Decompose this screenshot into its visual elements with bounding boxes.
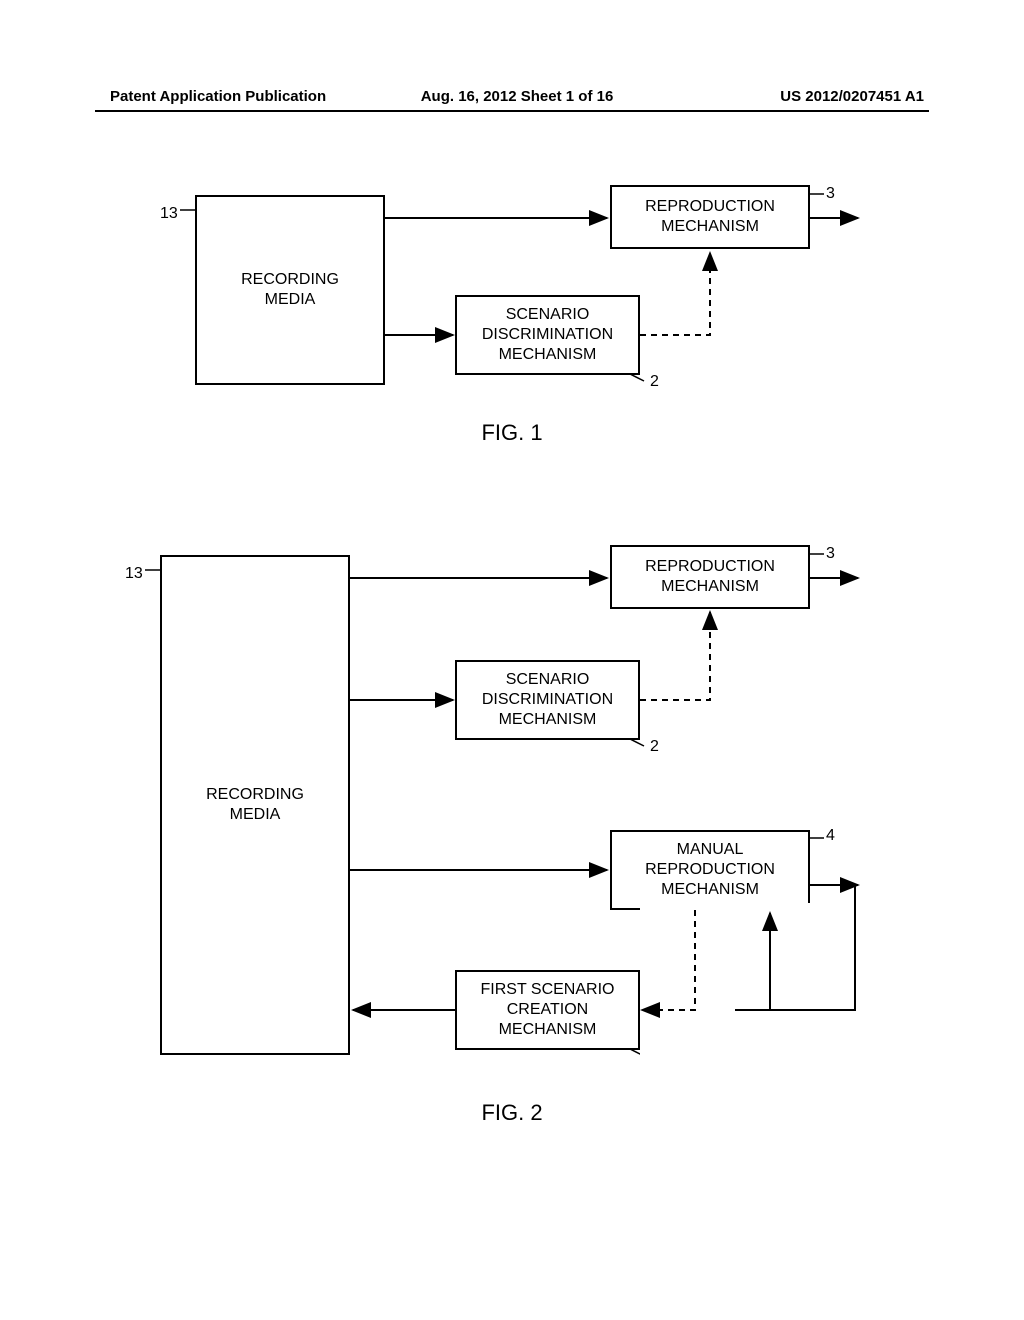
fig2-scenario-disc: SCENARIO DISCRIMINATION MECHANISM [455, 660, 640, 740]
header-center: Aug. 16, 2012 Sheet 1 of 16 [421, 88, 614, 105]
figure-2: RECORDING MEDIA 13 REPRODUCTION MECHANIS… [0, 545, 1024, 1165]
fig2-first-scenario: FIRST SCENARIO CREATION MECHANISM [455, 970, 640, 1050]
fig2-reproduction-ref: 3 [826, 545, 835, 563]
fig2-caption: FIG. 2 [481, 1100, 542, 1126]
fig2-recording-media: RECORDING MEDIA [160, 555, 350, 1055]
fig2-reproduction: REPRODUCTION MECHANISM [610, 545, 810, 609]
header-divider [95, 110, 929, 112]
fig2-manual-repro: MANUAL REPRODUCTION MECHANISM [610, 830, 810, 910]
fig1-reproduction: REPRODUCTION MECHANISM [610, 185, 810, 249]
header-left: Patent Application Publication [110, 88, 326, 105]
fig2-recording-media-ref: 13 [125, 565, 143, 583]
fig2-scenario-disc-ref: 2 [650, 738, 659, 756]
page-header: Patent Application Publication Aug. 16, … [110, 88, 924, 105]
fig1-recording-media-ref: 13 [160, 205, 178, 223]
page: Patent Application Publication Aug. 16, … [0, 0, 1024, 1320]
fig1-reproduction-ref: 3 [826, 185, 835, 203]
figure-1: RECORDING MEDIA 13 REPRODUCTION MECHANIS… [0, 185, 1024, 465]
fig1-scenario-disc-ref: 2 [650, 373, 659, 391]
fig1-recording-media: RECORDING MEDIA [195, 195, 385, 385]
fig2-first-scenario-ref: 5 [650, 1048, 659, 1066]
fig2-manual-repro-ref: 4 [826, 827, 835, 845]
header-right: US 2012/0207451 A1 [780, 88, 924, 105]
fig1-scenario-disc: SCENARIO DISCRIMINATION MECHANISM [455, 295, 640, 375]
fig1-caption: FIG. 1 [481, 420, 542, 446]
